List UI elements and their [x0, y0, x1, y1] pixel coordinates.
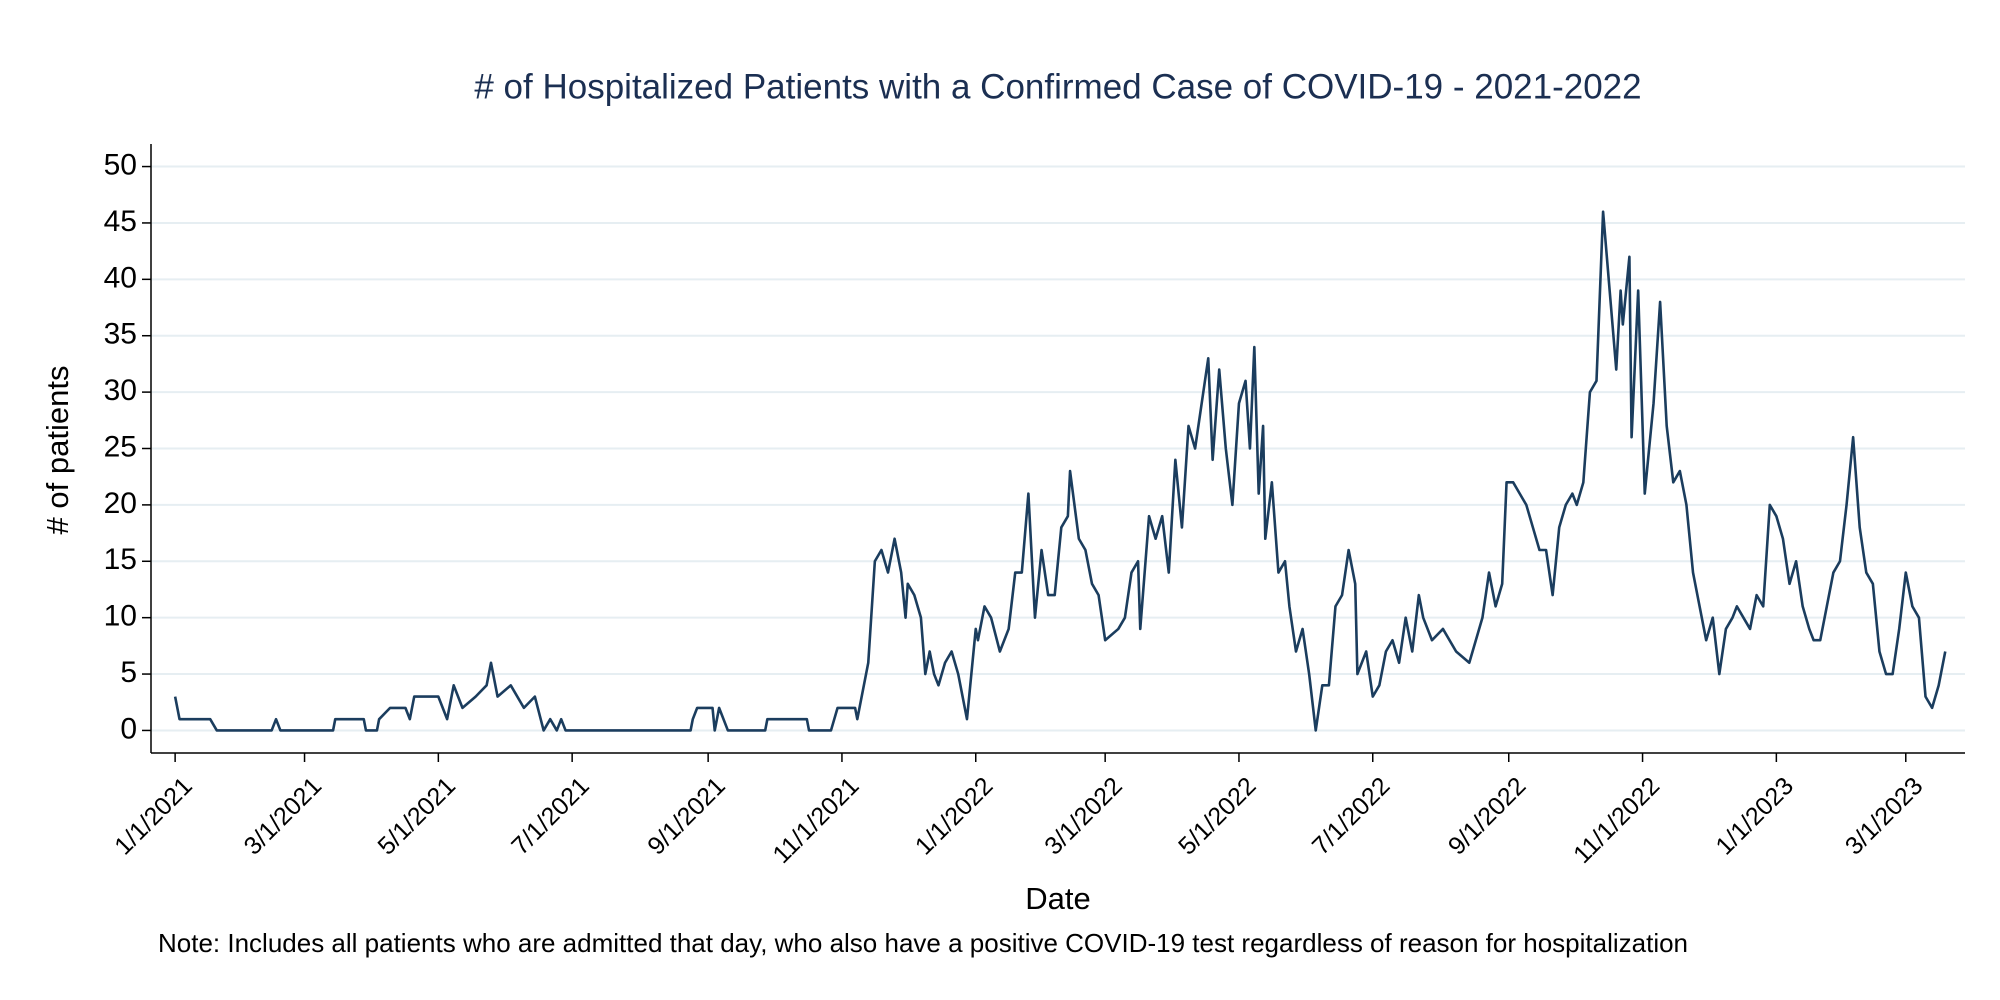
note: Note: Includes all patients who are admi… — [158, 928, 1688, 958]
x-axis-label: Date — [1025, 881, 1090, 916]
chart-title: # of Hospitalized Patients with a Confir… — [474, 67, 1641, 106]
y-tick-label: 30 — [104, 374, 137, 407]
y-tick-label: 15 — [104, 543, 137, 576]
y-tick-label: 10 — [104, 600, 137, 633]
y-tick-label: 0 — [120, 712, 137, 745]
data-line — [173, 210, 1947, 732]
y-tick-label: 20 — [104, 487, 137, 520]
y-tick-label: 35 — [104, 318, 137, 351]
y-axis-label: # of patients — [40, 366, 75, 535]
y-tick-label: 50 — [104, 148, 137, 181]
y-tick-label: 45 — [104, 205, 137, 238]
y-tick-label: 40 — [104, 261, 137, 294]
y-tick-label: 25 — [104, 430, 137, 463]
y-tick-label: 5 — [120, 656, 137, 689]
